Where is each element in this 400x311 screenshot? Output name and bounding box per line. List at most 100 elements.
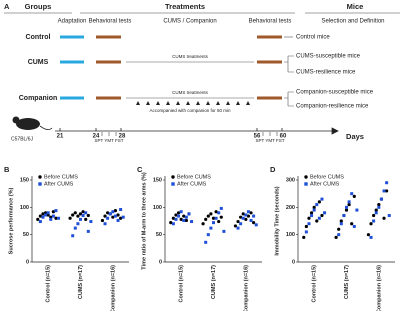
point [214,210,218,214]
y-tick-label: 100 [20,205,29,211]
point [182,218,186,222]
legend-label: Before CUMS [310,174,344,180]
group-label: Control [26,34,51,41]
point [51,214,55,218]
point [201,222,205,226]
point [387,214,391,218]
legend-marker [38,175,42,179]
day-label: 28 [119,134,126,140]
point [184,218,188,223]
point [174,213,178,217]
point [100,218,105,223]
point [366,233,371,237]
point [249,218,253,222]
point [76,222,80,226]
point [209,226,213,230]
point [106,216,110,220]
point [44,213,48,217]
point [214,216,218,220]
point [57,216,61,220]
point [204,240,208,244]
point [377,205,381,209]
point [54,216,58,220]
point [116,218,120,222]
x-tick-label: CUMS (n=17) [211,265,217,299]
point [374,208,378,212]
point [337,227,341,231]
point [41,215,45,219]
point [212,221,215,225]
point [312,205,316,209]
triangle [176,101,180,105]
y-tick-label: 0 [292,259,295,265]
panel-label: B [4,165,10,174]
point [113,209,118,213]
point [252,214,256,218]
triangle [236,101,240,105]
test-bar [96,96,121,100]
point [241,212,245,216]
point [179,217,183,221]
y-tick-label: 300 [286,177,295,183]
x-tick-label: Control (n=15) [46,265,52,303]
point [219,215,223,219]
adaptation-bar [60,96,84,100]
subheader: CUMS / Companion [163,19,216,25]
point [377,203,381,207]
x-tick-label: Companion (n=16) [110,265,116,311]
point [169,221,173,225]
adaptation-bar [60,35,84,39]
point [382,189,386,193]
point [171,222,175,226]
point [78,212,83,216]
point [385,181,389,185]
subheader: Adaptation [58,19,87,25]
point [176,211,181,215]
days-label: Days [346,132,364,141]
point [204,217,208,221]
point [54,209,58,213]
y-tick-label: 50 [23,232,29,238]
point [222,229,226,233]
point [385,189,389,193]
point [174,217,178,221]
y-tick-label: 0 [159,259,162,265]
timeline [55,127,339,135]
header: Treatments [165,2,205,11]
point [312,208,316,212]
point [252,221,256,225]
point [350,192,354,196]
x-tick-label: Control (n=15) [179,265,185,303]
point [71,213,75,217]
point [103,214,107,218]
treatment-label: CUMS treatments [172,54,209,59]
day-label: 60 [280,134,287,140]
legend-marker [38,182,42,186]
triangle [166,101,170,105]
legend-label: Before CUMS [177,174,211,180]
point [81,214,85,218]
point [108,212,112,216]
legend-marker [171,182,175,186]
point [352,194,356,198]
point [187,212,191,216]
triangle [246,101,250,105]
triangle [186,101,190,105]
point [323,211,327,215]
point [73,226,77,230]
point [254,223,258,227]
legend-label: Before CUMS [44,174,78,180]
adaptation-bar [60,60,84,64]
day-label: 56 [254,134,261,140]
tests-label: SPT YMT FST [255,138,284,143]
day-label: 21 [57,134,64,140]
triangle [216,101,220,105]
day-label: 24 [93,134,100,140]
point [374,211,378,215]
legend-marker [171,175,175,179]
test-bar [257,60,282,64]
x-tick-label: CUMS (n=17) [78,265,84,299]
y-axis-label: Time ratio of M-arm to three arms (%) [141,172,147,270]
triangle [136,101,140,105]
